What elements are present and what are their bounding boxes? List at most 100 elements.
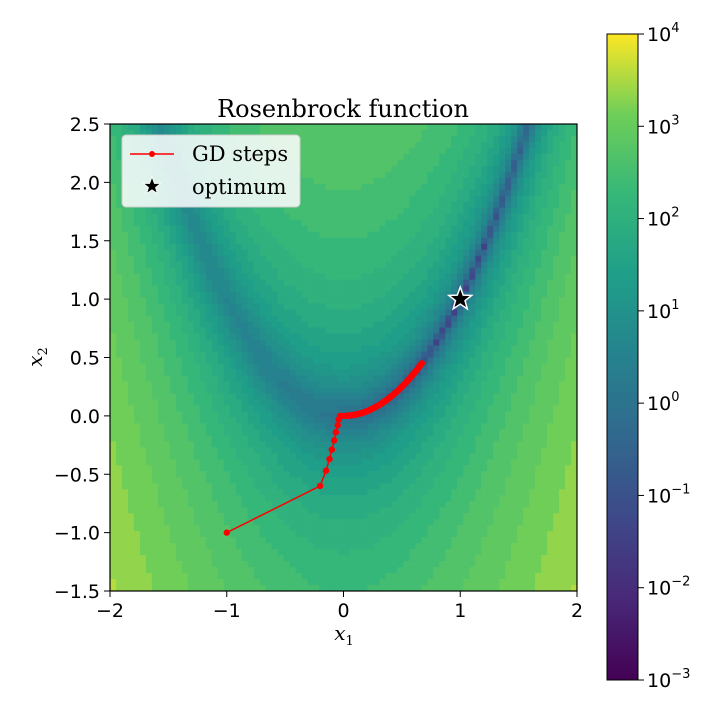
heatmap-cell [337,357,345,365]
heatmap-cell [499,225,506,233]
heatmap-cell [529,255,536,263]
heatmap-cell [217,435,225,442]
heatmap-cell [247,387,255,395]
heatmap-cell [193,405,201,412]
heatmap-cell [373,261,381,269]
heatmap-cell [319,153,327,161]
heatmap-cell [445,483,452,490]
heatmap-cell [301,291,309,299]
heatmap-cell [235,405,243,412]
heatmap-cell [229,291,237,299]
heatmap-cell [181,124,189,131]
heatmap-cell [283,255,291,263]
heatmap-cell [229,279,237,287]
heatmap-cell [193,441,201,448]
heatmap-cell [193,411,201,418]
heatmap-cell [433,501,440,508]
heatmap-cell [319,309,327,317]
heatmap-cell [241,405,249,412]
heatmap-cell [241,279,249,287]
heatmap-cell [379,165,387,173]
heatmap-cell [259,489,267,496]
heatmap-cell [241,441,249,448]
heatmap-cell [409,291,416,299]
heatmap-cell [295,429,303,436]
heatmap-cell [115,411,123,418]
heatmap-cell [133,309,141,317]
heatmap-cell [517,381,524,389]
heatmap-cell [475,441,482,448]
heatmap-cell [523,171,530,179]
heatmap-cell [187,387,195,395]
heatmap-cell [475,351,482,359]
heatmap-cell [565,345,572,353]
heatmap-cell [127,255,135,263]
heatmap-cell [241,225,249,233]
heatmap-cell [325,375,333,383]
heatmap-cell [559,165,566,173]
heatmap-cell [157,501,165,508]
heatmap-cell [361,243,369,251]
heatmap-cell [349,345,357,353]
heatmap-cell [145,417,153,424]
heatmap-cell [271,327,279,335]
heatmap-cell [379,369,387,377]
heatmap-cell [571,375,577,383]
heatmap-cell [541,339,548,347]
heatmap-cell [451,495,458,502]
heatmap-cell [385,297,392,305]
heatmap-cell [295,219,303,227]
heatmap-cell [463,333,470,341]
heatmap-cell [553,441,560,448]
heatmap-cell [133,285,141,293]
heatmap-cell [499,375,506,383]
heatmap-cell [283,297,291,305]
heatmap-cell [391,309,398,317]
heatmap-cell [145,447,153,454]
heatmap-cell [403,213,410,221]
heatmap-cell [301,441,309,448]
heatmap-cell [361,417,369,424]
heatmap-cell [127,435,135,442]
heatmap-cell [475,135,482,143]
heatmap-cell [139,243,147,251]
heatmap-cell [313,219,321,227]
heatmap-cell [517,321,524,329]
heatmap-cell [307,201,315,209]
heatmap-cell [403,243,410,251]
heatmap-cell [325,423,333,430]
heatmap-cell [463,237,470,245]
heatmap-cell [331,417,339,424]
heatmap-cell [535,357,542,365]
heatmap-cell [241,261,249,269]
heatmap-cell [541,165,548,173]
heatmap-cell [385,483,392,490]
heatmap-cell [271,471,279,478]
heatmap-cell [301,351,309,359]
heatmap-cell [145,381,153,389]
heatmap-cell [475,177,482,185]
heatmap-cell [553,465,560,472]
heatmap-cell [145,399,153,406]
heatmap-cell [541,501,548,508]
heatmap-cell [571,201,577,209]
heatmap-cell [553,165,560,173]
heatmap-cell [289,351,297,359]
heatmap-cell [283,129,291,137]
heatmap-cell [433,417,440,424]
heatmap-cell [457,411,464,418]
heatmap-cell [115,147,123,155]
heatmap-cell [433,471,440,478]
heatmap-cell [553,189,560,197]
heatmap-cell [421,279,428,287]
heatmap-cell [271,429,279,436]
heatmap-cell [397,375,404,383]
heatmap-cell [235,423,243,430]
heatmap-cell [247,369,255,377]
heatmap-cell [373,345,381,353]
heatmap-cell [187,225,195,233]
heatmap-cell [349,165,357,173]
heatmap-cell [409,393,416,401]
heatmap-cell [319,387,327,395]
heatmap-cell [247,465,255,472]
